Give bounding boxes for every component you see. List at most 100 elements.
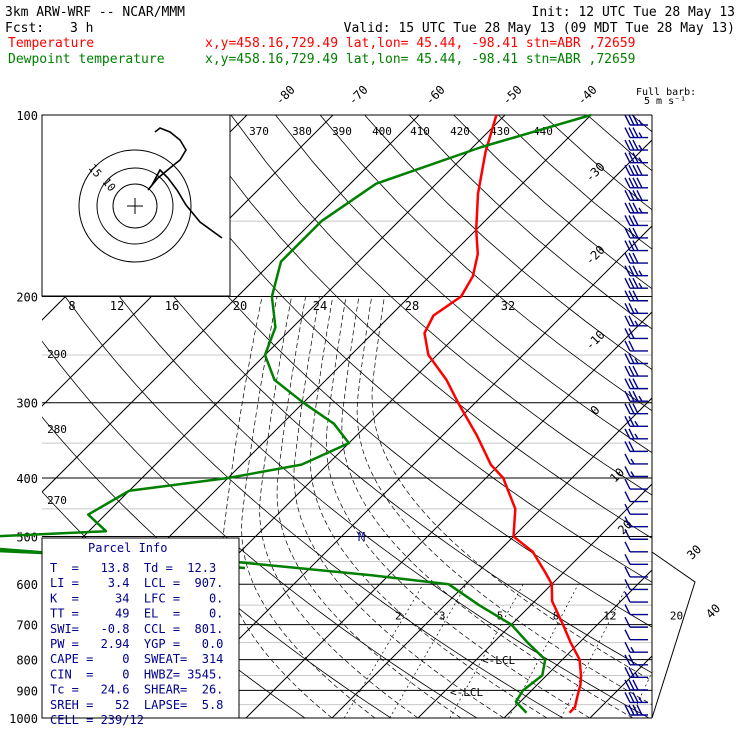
hodograph-speed-label: 20 (233, 299, 247, 313)
theta-label: 280 (47, 423, 67, 436)
wind-barb-half (639, 271, 642, 276)
dry-adiabat (632, 115, 740, 718)
parcel-info-line: K = 34 LFC = 0. (50, 591, 223, 605)
dry-adiabat (587, 115, 740, 718)
parcel-info-line: SREH = 52 LAPSE= 5.8 (50, 698, 223, 712)
hodograph-speed-label: 28 (405, 299, 419, 313)
dry-adiabat (231, 115, 740, 718)
wind-barb-flag (625, 554, 630, 564)
dry-adiabat (186, 115, 740, 718)
dry-adiabat (498, 115, 740, 718)
wind-barb-flag (625, 454, 630, 464)
mixing-ratio-label: 3 (439, 610, 446, 623)
wind-barb-half (635, 308, 638, 313)
wind-barb-flag (625, 492, 630, 502)
temperature-info: x,y=458.16,729.49 lat,lon= 45.44, -98.41… (205, 36, 635, 51)
isotherm-label: -80 (273, 83, 298, 108)
parcel-info-line: PW = 2.94 YGP = 0.0 (50, 637, 223, 651)
pressure-tick-label: 700 (16, 619, 38, 633)
wind-barb-half (631, 471, 634, 476)
moist-adiabat (277, 297, 461, 719)
parcel-info-line: SWI= -0.8 CCL = 801. (50, 622, 223, 636)
wind-barb-half (639, 145, 642, 150)
hodograph-speed-label: 8 (68, 299, 75, 313)
theta-label: 390 (332, 125, 352, 138)
theta-label: 380 (292, 125, 312, 138)
isotherm-label: -40 (575, 83, 600, 108)
dry-adiabat (320, 115, 740, 718)
parcel-info-line: CAPE = 0 SWEAT= 314 (50, 652, 223, 666)
dry-adiabat (721, 115, 740, 718)
wind-barb-half (631, 647, 634, 652)
parcel-info-box: Parcel Info T = 13.8 Td = 12.3LI = 3.4 L… (42, 538, 239, 727)
pressure-tick-label: 800 (16, 654, 38, 668)
isotherm-label: 0 (588, 403, 603, 418)
pressure-tick-label: 300 (16, 397, 38, 411)
theta-label: 410 (410, 125, 430, 138)
parcel-info-line: CIN = 0 HWBZ= 3545. (50, 667, 223, 681)
wind-barb-flag (625, 592, 630, 602)
isotherm-label: -10 (583, 328, 608, 353)
dry-adiabat (676, 115, 740, 718)
dewpoint-info: x,y=458.16,729.49 lat,lon= 45.44, -98.41… (205, 52, 635, 67)
isotherm-label: -70 (346, 83, 371, 108)
mixing-ratio-line (344, 584, 423, 718)
isotherm (676, 115, 740, 718)
wind-barb-half (631, 459, 634, 464)
hodograph-speed-label: 12 (110, 299, 124, 313)
full-barb-unit: 5 m s⁻¹ (644, 96, 686, 107)
wind-barb-half (639, 133, 642, 138)
parcel-info-line: CELL = 239/12 (50, 713, 144, 727)
isotherm-label: 30 (684, 542, 704, 562)
wind-barb-flag (625, 630, 630, 640)
isotherm-label: -30 (583, 160, 608, 185)
pressure-tick-label: 400 (16, 472, 38, 486)
parcel-info-line: T = 13.8 Td = 12.3 (50, 561, 216, 575)
moist-adiabat (294, 297, 504, 719)
parcel-info-title: Parcel Info (88, 541, 167, 555)
fcst-value: 3 h (70, 21, 93, 36)
pressure-tick-label: 200 (16, 291, 38, 305)
pressure-tick-label: 900 (16, 684, 38, 698)
theta-label: 420 (450, 125, 470, 138)
moist-adiabat (326, 297, 590, 719)
isotherm-label: -20 (583, 243, 608, 268)
parcel-info-line: Tc = 24.6 SHEAR= 26. (50, 683, 223, 697)
wind-barb-half (635, 321, 638, 326)
valid-time: Valid: 15 UTC Tue 28 May 13 (09 MDT Tue … (344, 21, 735, 36)
isotherm (504, 115, 740, 718)
moist-adiabat (260, 297, 418, 719)
init-time: Init: 12 UTC Tue 28 May 13 (532, 5, 736, 20)
mixing-ratio-label: 20 (670, 610, 683, 623)
parcel-info-line: LI = 3.4 LCL = 907. (50, 576, 223, 590)
theta-label: 400 (372, 125, 392, 138)
fcst-label: Fcst: (5, 21, 44, 36)
hodograph-speed-label: 24 (313, 299, 327, 313)
hodograph-speed-label: 32 (501, 299, 515, 313)
pressure-tick-label: 600 (16, 578, 38, 592)
wind-barb-flag (625, 642, 630, 652)
wind-barb-half (639, 208, 642, 213)
theta-label: 270 (47, 494, 67, 507)
lcl-label: <-LCL (482, 654, 515, 667)
wind-barb-flag (625, 542, 630, 552)
wind-barb-half (635, 421, 638, 426)
wind-barbs (625, 115, 695, 718)
dewpoint-legend: Dewpoint temperature (8, 52, 165, 67)
theta-label: 370 (249, 125, 269, 138)
mixing-ratio-label: 2 (395, 610, 402, 623)
pressure-tick-label: 100 (16, 109, 38, 123)
mixing-ratio-label: 12 (603, 610, 616, 623)
moist-adiabat (372, 297, 719, 719)
pressure-tick-label: 1000 (9, 712, 38, 726)
isotherm (332, 115, 740, 718)
skew-frame-line (652, 552, 695, 718)
temperature-legend: Temperature (8, 36, 94, 51)
wind-barb-half (635, 672, 638, 677)
dry-adiabat (365, 115, 740, 718)
wind-barb-half (639, 120, 642, 125)
marker-label: M (358, 530, 365, 544)
isotherm-label: -60 (423, 83, 448, 108)
